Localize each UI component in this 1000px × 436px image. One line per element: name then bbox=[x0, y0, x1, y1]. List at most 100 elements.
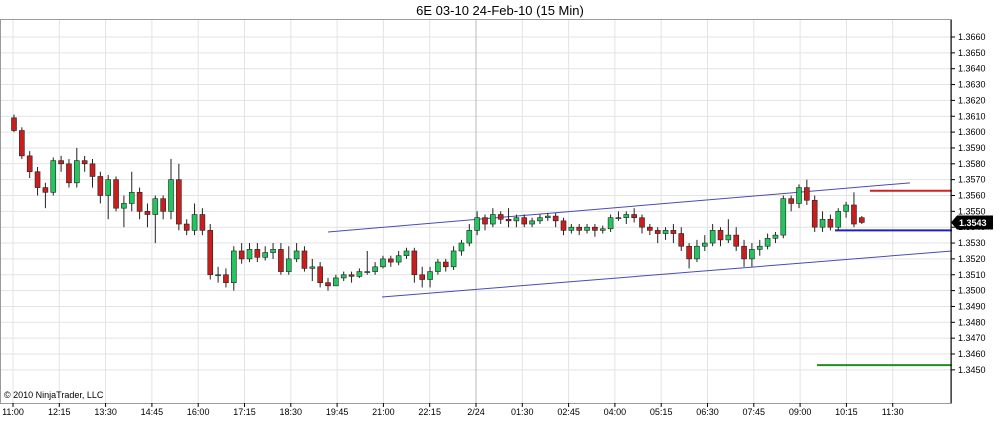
candle-body bbox=[152, 198, 159, 215]
grid-lines bbox=[1, 20, 951, 403]
candle-down bbox=[482, 214, 488, 231]
candle-body bbox=[34, 171, 41, 188]
candle-up bbox=[780, 195, 787, 239]
candle-up bbox=[152, 195, 159, 244]
candle-down bbox=[81, 155, 88, 172]
candle-up bbox=[584, 224, 590, 234]
candle-body bbox=[74, 160, 80, 184]
candle-down bbox=[804, 179, 810, 206]
time-tick-label: 09:00 bbox=[789, 407, 812, 417]
candle-down bbox=[207, 224, 214, 280]
candle-body bbox=[356, 271, 363, 277]
candle-body bbox=[246, 249, 253, 260]
candle-down bbox=[521, 214, 528, 228]
time-tick-label: 14:45 bbox=[141, 407, 164, 417]
candle-body bbox=[293, 250, 300, 260]
candle-up bbox=[105, 174, 111, 220]
candle-body bbox=[403, 250, 410, 257]
candle-up bbox=[474, 211, 480, 236]
candle-up bbox=[544, 212, 551, 221]
candle-up bbox=[694, 239, 700, 263]
candle-body bbox=[513, 217, 520, 222]
candle-body bbox=[497, 214, 504, 220]
candle-body bbox=[285, 258, 292, 272]
candle-up bbox=[270, 243, 276, 259]
candle-body bbox=[231, 250, 237, 283]
candle-body bbox=[199, 214, 206, 231]
candle-body bbox=[113, 179, 119, 209]
time-tick-label: 13:30 bbox=[94, 407, 117, 417]
price-tick-label: 1.3530 bbox=[958, 238, 986, 248]
price-tick-label: 1.3650 bbox=[958, 48, 986, 58]
candle-body bbox=[772, 234, 779, 239]
price-tick-label: 1.3490 bbox=[958, 301, 986, 311]
candle-up bbox=[819, 211, 826, 232]
price-axis: 1.3450 1.3460 1.3470 1.3480 1.3490 1.3500 1.35… bbox=[950, 20, 986, 403]
candle-down bbox=[741, 239, 747, 267]
candle-down bbox=[19, 127, 25, 160]
candle-up bbox=[435, 258, 441, 275]
candle-up bbox=[246, 243, 253, 263]
time-tick-label: 11:30 bbox=[882, 407, 904, 417]
channel-lower-line bbox=[381, 250, 953, 298]
price-tick-label: 1.3560 bbox=[958, 191, 986, 201]
price-tick-label: 1.3550 bbox=[958, 206, 986, 216]
time-tick-label: 12:15 bbox=[48, 407, 71, 417]
candle-body bbox=[411, 250, 418, 276]
candle-body bbox=[26, 155, 33, 173]
price-tick-label: 1.3510 bbox=[958, 270, 986, 280]
candle-body bbox=[788, 198, 794, 204]
price-tick-label: 1.3630 bbox=[958, 80, 986, 90]
candle-body bbox=[387, 258, 394, 263]
candle-up bbox=[701, 235, 708, 251]
candle-body bbox=[835, 211, 842, 228]
candle-down bbox=[176, 163, 182, 231]
candle-up bbox=[231, 246, 237, 291]
candle-up bbox=[128, 171, 135, 212]
candle-down bbox=[136, 187, 143, 220]
price-tick-label: 1.3450 bbox=[958, 365, 986, 375]
candle-up bbox=[529, 217, 535, 228]
candle-body bbox=[168, 179, 174, 212]
candle-up bbox=[191, 203, 198, 236]
candle-up bbox=[293, 243, 300, 263]
candle-down bbox=[827, 214, 834, 231]
candle-body bbox=[474, 217, 480, 231]
time-tick-label: 02:45 bbox=[557, 407, 580, 417]
candle-body bbox=[11, 117, 17, 131]
candle-body bbox=[537, 217, 543, 222]
candle-body bbox=[811, 199, 818, 228]
candle-body bbox=[348, 274, 355, 277]
candle-down bbox=[505, 208, 512, 228]
candle-down bbox=[733, 227, 740, 251]
candle-body bbox=[395, 255, 402, 263]
candle-body bbox=[654, 230, 661, 234]
candle-down bbox=[42, 182, 49, 209]
candle-down bbox=[66, 159, 72, 188]
candle-up bbox=[623, 211, 630, 225]
candle-up bbox=[756, 239, 763, 256]
candle-up bbox=[403, 247, 410, 259]
candle-body bbox=[458, 242, 465, 252]
time-tick-label: 19:45 bbox=[326, 407, 349, 417]
candle-body bbox=[544, 215, 551, 218]
last-price-marker: 1.3543 bbox=[951, 215, 993, 230]
candle-body bbox=[560, 220, 567, 231]
time-tick-label: 18:30 bbox=[280, 407, 303, 417]
candle-body bbox=[819, 218, 826, 228]
candle-up bbox=[364, 250, 371, 275]
candle-down bbox=[278, 243, 284, 275]
candle-down bbox=[11, 114, 17, 133]
price-tick-label: 1.3470 bbox=[958, 333, 986, 343]
price-tick-label: 1.3640 bbox=[958, 64, 986, 74]
candle-down bbox=[678, 227, 685, 251]
candle-body bbox=[796, 187, 802, 204]
candle-body bbox=[615, 217, 622, 219]
time-tick-label: 2/24 bbox=[467, 407, 485, 417]
candle-down bbox=[325, 277, 331, 291]
candle-body bbox=[325, 282, 331, 287]
candle-up bbox=[380, 255, 386, 269]
candle-body bbox=[427, 271, 433, 280]
candle-body bbox=[380, 258, 386, 268]
